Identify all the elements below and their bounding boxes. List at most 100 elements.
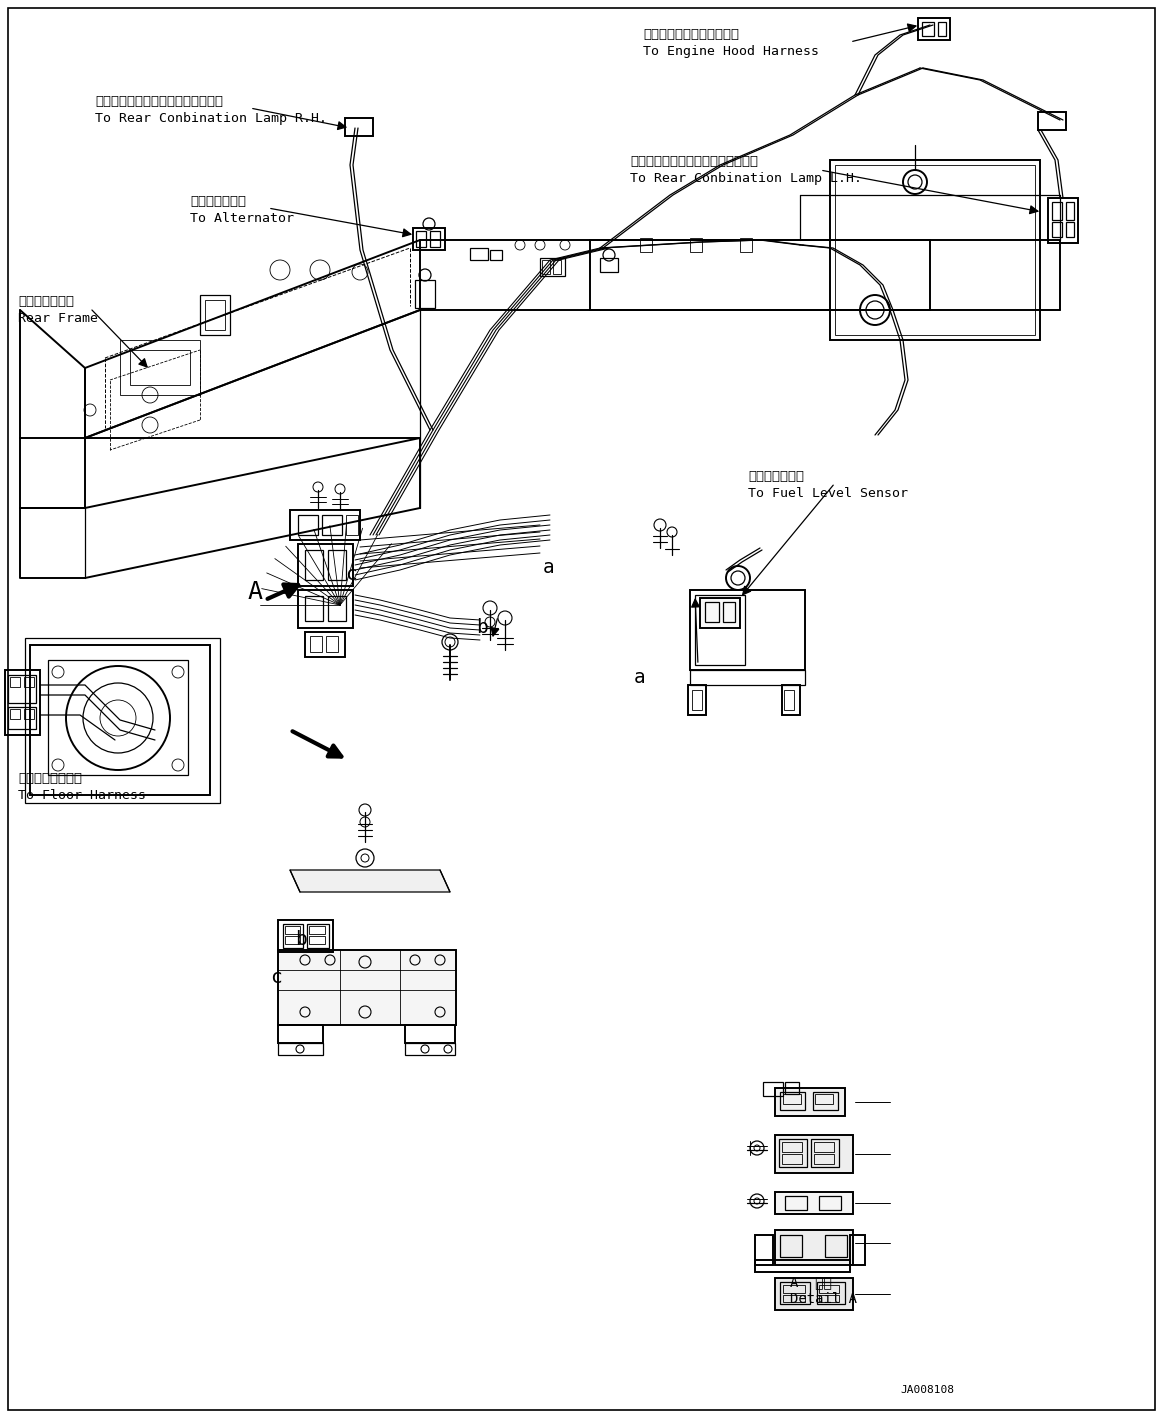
- Bar: [918, 18, 950, 40]
- Bar: [345, 118, 373, 136]
- Bar: [700, 598, 740, 628]
- Text: b: b: [295, 930, 307, 949]
- Bar: [347, 515, 358, 535]
- Text: a: a: [634, 668, 645, 686]
- Bar: [552, 259, 561, 274]
- Text: エンジンフードハーネスへ: エンジンフードハーネスへ: [643, 28, 739, 41]
- Bar: [8, 708, 36, 729]
- Bar: [278, 1025, 323, 1044]
- Bar: [326, 637, 338, 652]
- Bar: [922, 23, 934, 35]
- Bar: [305, 550, 323, 580]
- Bar: [782, 685, 800, 715]
- Bar: [1066, 201, 1073, 220]
- Text: リヤーコンビネーションランプ右へ: リヤーコンビネーションランプ右へ: [95, 95, 223, 108]
- Bar: [723, 603, 735, 623]
- Text: To Rear Conbination Lamp R.H.: To Rear Conbination Lamp R.H.: [95, 112, 327, 125]
- Bar: [309, 926, 324, 934]
- Bar: [763, 1082, 783, 1096]
- Circle shape: [445, 637, 455, 647]
- Bar: [542, 259, 550, 274]
- Bar: [690, 238, 702, 252]
- Bar: [200, 295, 230, 335]
- Bar: [298, 515, 317, 535]
- Bar: [775, 1134, 852, 1173]
- Text: b: b: [476, 618, 487, 637]
- Bar: [120, 340, 200, 396]
- Text: To Alternator: To Alternator: [190, 213, 294, 225]
- Text: オルタネータへ: オルタネータへ: [190, 196, 247, 208]
- Bar: [692, 691, 702, 710]
- Bar: [814, 1141, 834, 1151]
- Text: フロアハーネスへ: フロアハーネスへ: [17, 771, 83, 786]
- Bar: [307, 925, 329, 949]
- Bar: [415, 279, 435, 308]
- Bar: [285, 926, 300, 934]
- Bar: [783, 1285, 805, 1293]
- Bar: [24, 638, 220, 803]
- Bar: [10, 709, 20, 719]
- Bar: [819, 1295, 839, 1302]
- Bar: [816, 1282, 846, 1305]
- Bar: [690, 590, 805, 669]
- Bar: [405, 1025, 455, 1044]
- Bar: [784, 691, 794, 710]
- Bar: [819, 1285, 839, 1293]
- Bar: [783, 1295, 805, 1302]
- Bar: [290, 510, 361, 540]
- Bar: [10, 676, 20, 686]
- Bar: [775, 1088, 846, 1116]
- Bar: [1053, 223, 1062, 237]
- Bar: [780, 1282, 809, 1305]
- Bar: [413, 228, 445, 250]
- Bar: [850, 1235, 865, 1265]
- Circle shape: [356, 849, 374, 866]
- Text: c: c: [345, 564, 357, 584]
- Text: A: A: [248, 580, 263, 604]
- Bar: [600, 258, 618, 272]
- Bar: [688, 685, 706, 715]
- Bar: [309, 936, 324, 944]
- Bar: [322, 515, 342, 535]
- Text: Detail A: Detail A: [790, 1292, 857, 1306]
- Text: To Floor Harness: To Floor Harness: [17, 788, 147, 803]
- Bar: [30, 645, 211, 795]
- Bar: [278, 1044, 323, 1055]
- Bar: [775, 1278, 852, 1310]
- Bar: [5, 669, 40, 735]
- Bar: [782, 1141, 802, 1151]
- Text: a: a: [543, 559, 555, 577]
- Bar: [783, 1095, 801, 1105]
- Bar: [814, 1154, 834, 1164]
- Bar: [690, 669, 805, 685]
- Bar: [305, 596, 323, 621]
- Bar: [305, 632, 345, 657]
- Text: c: c: [270, 968, 281, 987]
- Bar: [48, 659, 188, 776]
- Bar: [298, 545, 354, 586]
- Bar: [8, 675, 36, 703]
- Bar: [278, 950, 456, 1025]
- Text: JA008108: JA008108: [900, 1385, 954, 1395]
- Bar: [780, 1235, 802, 1256]
- Bar: [811, 1139, 839, 1167]
- Bar: [782, 1154, 802, 1164]
- Bar: [819, 1195, 841, 1210]
- Bar: [405, 1044, 455, 1055]
- Circle shape: [485, 617, 495, 627]
- Bar: [24, 709, 34, 719]
- Bar: [813, 1092, 839, 1110]
- Polygon shape: [290, 871, 450, 892]
- Bar: [278, 920, 333, 951]
- Bar: [755, 1261, 850, 1272]
- Text: リヤーフレーム: リヤーフレーム: [17, 295, 74, 308]
- Text: To Engine Hood Harness: To Engine Hood Harness: [643, 45, 819, 58]
- Bar: [785, 1195, 807, 1210]
- Bar: [430, 231, 440, 247]
- Bar: [205, 301, 224, 330]
- Bar: [775, 1229, 852, 1265]
- Bar: [1053, 201, 1062, 220]
- Bar: [490, 250, 502, 259]
- Bar: [1048, 199, 1078, 242]
- Bar: [640, 238, 652, 252]
